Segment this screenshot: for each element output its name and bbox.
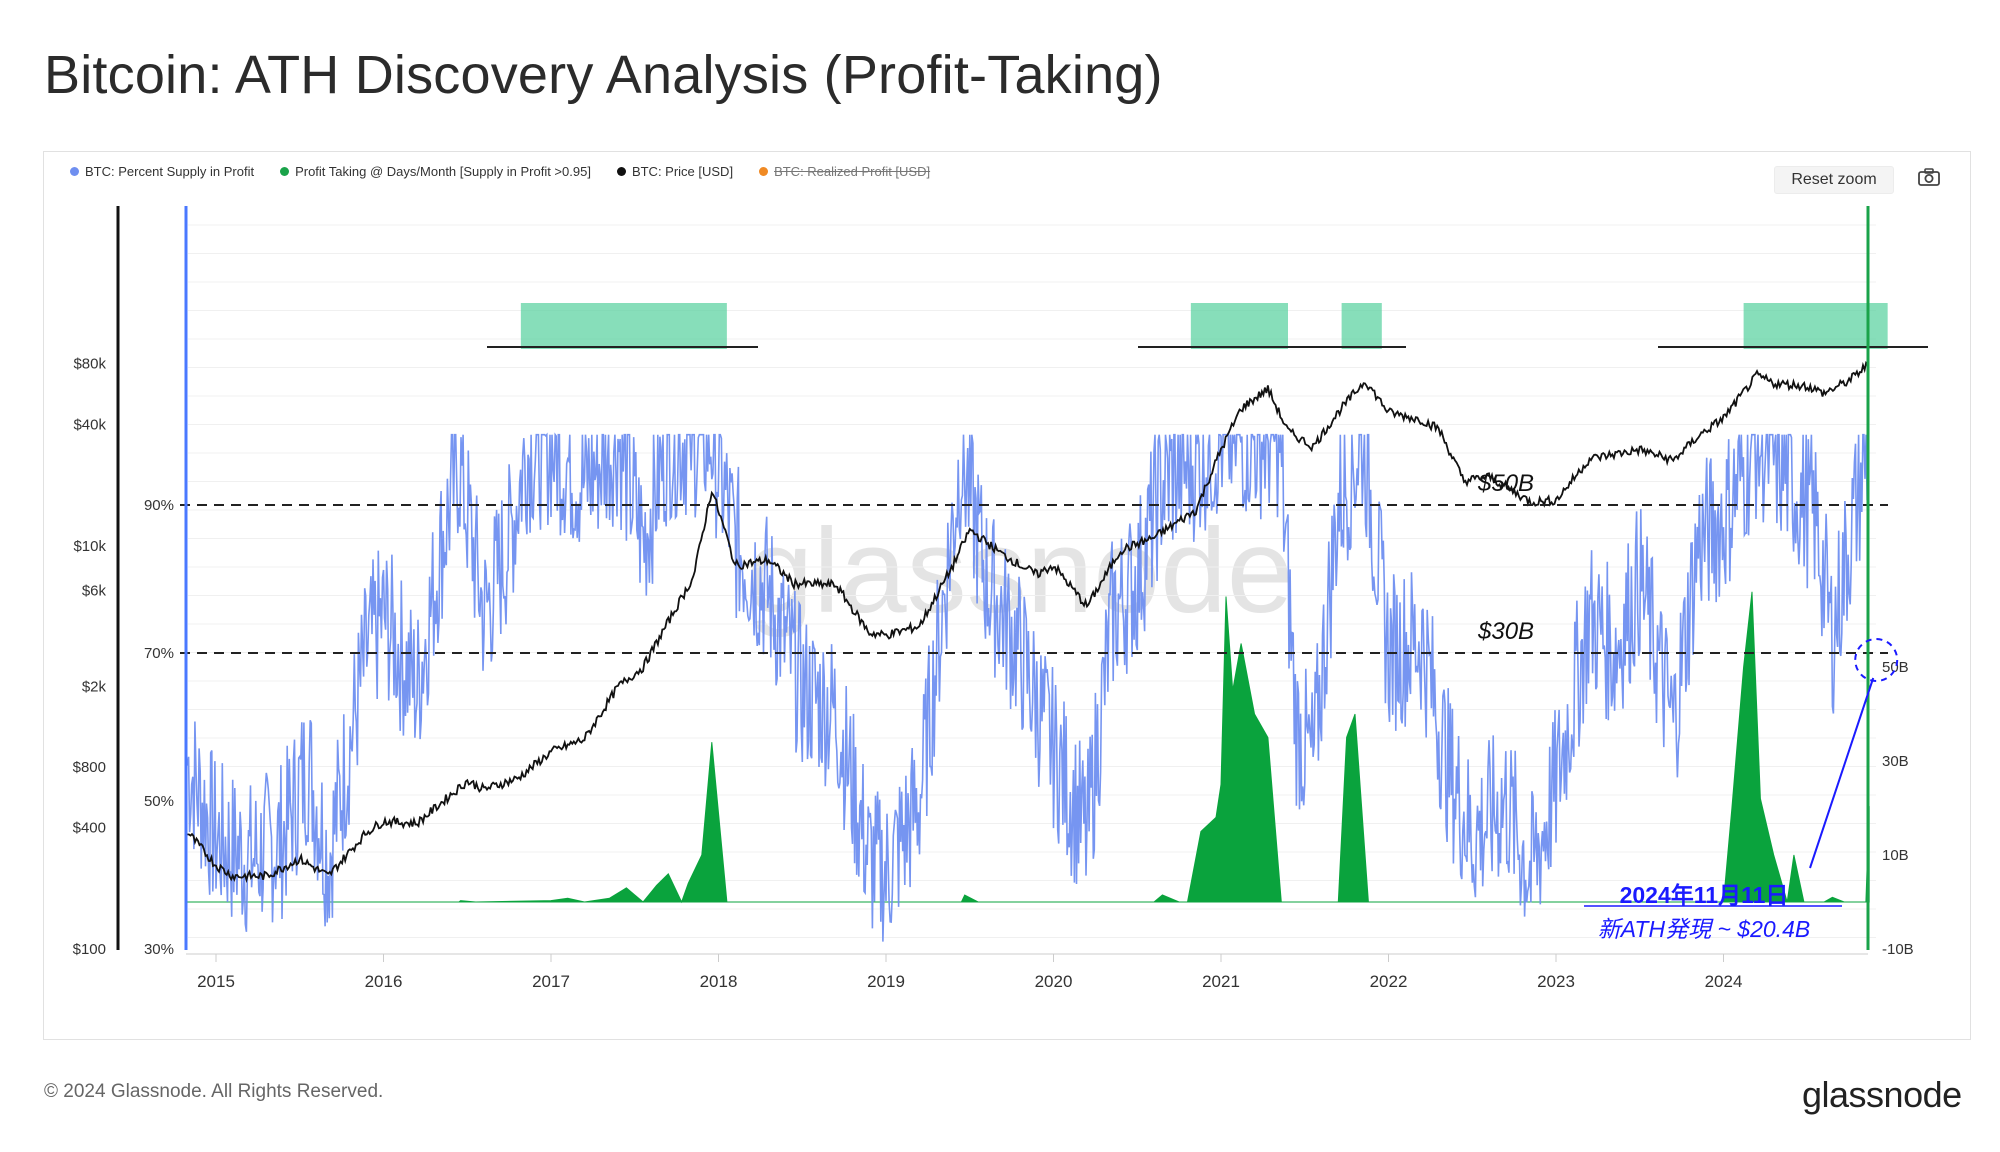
x-tick-label: 2022: [1370, 972, 1408, 991]
profit-tick-label: 50B: [1882, 659, 1909, 676]
x-tick-label: 2023: [1537, 972, 1575, 991]
footer-copyright: © 2024 Glassnode. All Rights Reserved.: [44, 1081, 384, 1102]
x-tick-label: 2021: [1202, 972, 1240, 991]
profit-taking-series: [187, 591, 1870, 904]
x-tick-label: 2018: [700, 972, 738, 991]
legend-label-realized-profit: BTC: Realized Profit [USD]: [774, 164, 931, 179]
price-tick-label: $100: [73, 941, 106, 958]
price-tick-label: $400: [73, 820, 106, 837]
supply-tick-label: 70%: [144, 645, 174, 662]
x-tick-label: 2016: [365, 972, 403, 991]
supply-in-profit-line: [186, 432, 1869, 942]
price-tick-label: $800: [73, 759, 106, 776]
ath-highlight-band: [520, 303, 727, 349]
reset-zoom-button[interactable]: Reset zoom: [1774, 166, 1894, 194]
x-tick-label: 2015: [197, 972, 235, 991]
profit-tick-label: -10B: [1882, 941, 1914, 958]
grid-lines: [188, 224, 1876, 938]
price-series: [187, 360, 1869, 884]
supply-tick-label: 50%: [144, 793, 174, 810]
ath-highlight-band: [1341, 303, 1382, 349]
reference-line-label: $30B: [1477, 618, 1534, 645]
legend-dot-price: [616, 167, 626, 176]
legend-dot-realized-profit: [759, 167, 769, 176]
ath-highlight-band: [1743, 303, 1888, 349]
chart-legend: BTC: Percent Supply in Profit Profit Tak…: [70, 164, 930, 179]
legend-label-supply: BTC: Percent Supply in Profit: [85, 164, 255, 179]
price-tick-label: $10k: [73, 538, 106, 555]
reference-lines: $50B $30B: [180, 346, 1928, 654]
ath-connector-line: [1809, 677, 1875, 869]
ath-highlight-band: [1190, 303, 1288, 349]
profit-tick-label: 30B: [1882, 753, 1909, 770]
price-tick-label: $80k: [73, 356, 106, 373]
x-tick-label: 2024: [1705, 972, 1743, 991]
legend-item-realized-profit[interactable]: BTC: Realized Profit [USD]: [759, 164, 930, 179]
axes: $100 $400 $800 $2k $6k $10k $40k $80k 30% 50% 70% 9…: [73, 206, 1914, 991]
profit-taking-area: [187, 591, 1870, 904]
legend-label-price: BTC: Price [USD]: [631, 164, 734, 179]
legend-item-supply[interactable]: BTC: Percent Supply in Profit: [70, 164, 254, 179]
profit-tick-label: 10B: [1882, 847, 1909, 864]
legend-label-profit-taking: Profit Taking @ Days/Month [Supply in Pr…: [295, 164, 591, 179]
footer-logo: glassnode: [1802, 1074, 1962, 1115]
camera-icon[interactable]: [1916, 166, 1942, 188]
price-tick-label: $2k: [82, 679, 107, 696]
highlight-bands: [520, 303, 1888, 349]
supply-in-profit-series: [186, 432, 1869, 942]
legend-item-price[interactable]: BTC: Price [USD]: [616, 164, 734, 179]
x-tick-label: 2020: [1035, 972, 1073, 991]
reference-line-label: $50B: [1477, 470, 1534, 497]
ath-date-annotation: 2024年11月11日: [1619, 882, 1789, 908]
price-tick-label: $6k: [82, 583, 107, 600]
chart-title: Bitcoin: ATH Discovery Analysis (Profit-…: [44, 45, 1163, 105]
legend-dot-supply: [70, 167, 79, 176]
ath-marker-circle: [1854, 638, 1899, 682]
supply-tick-label: 90%: [144, 497, 174, 514]
ath-note-annotation: 新ATH発現 ~ $20.4B: [1597, 916, 1811, 942]
x-tick-label: 2019: [867, 972, 905, 991]
price-tick-label: $40k: [73, 416, 106, 433]
supply-tick-label: 30%: [144, 941, 174, 958]
x-tick-label: 2017: [532, 972, 570, 991]
annotations: [1584, 638, 1899, 907]
legend-item-profit-taking[interactable]: Profit Taking @ Days/Month [Supply in Pr…: [280, 164, 591, 179]
price-line: [187, 360, 1869, 884]
legend-dot-profit-taking: [280, 167, 290, 176]
